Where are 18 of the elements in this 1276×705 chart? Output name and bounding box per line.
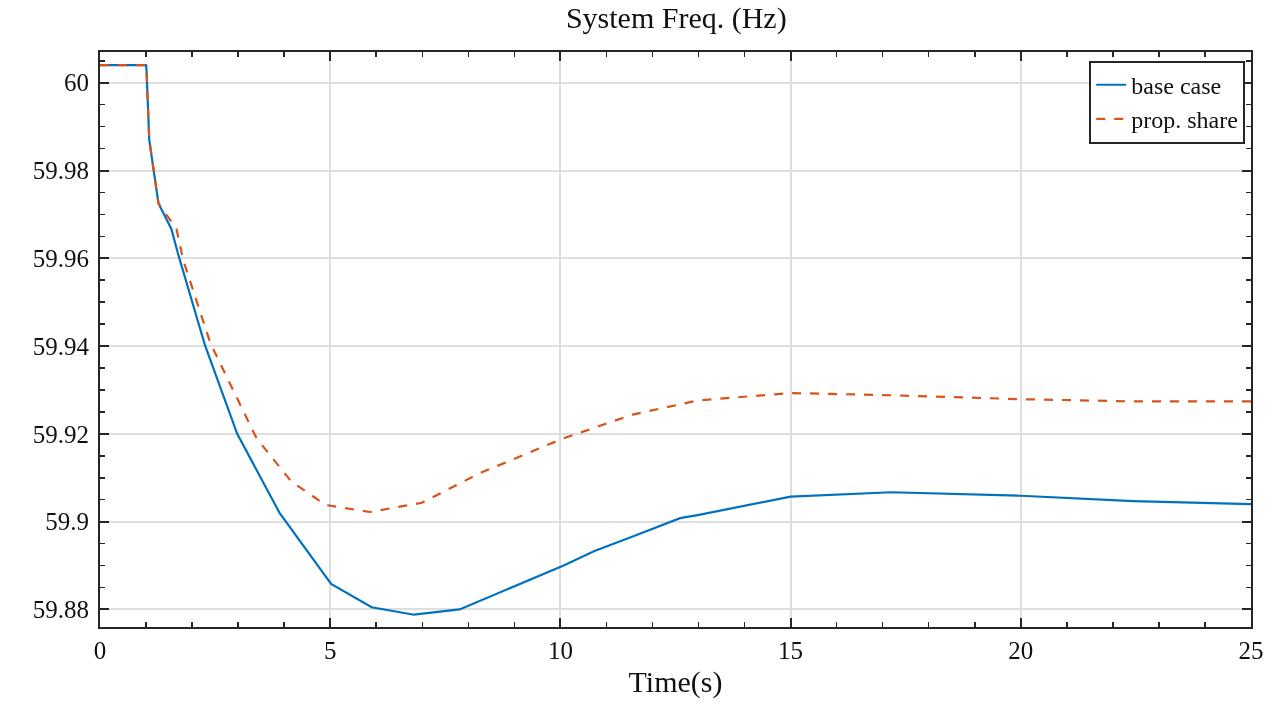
x-tick-label: 25 [1238,637,1264,664]
x-axis-title: Time(s) [628,665,723,699]
y-tick-label: 59.88 [32,596,89,624]
x-tick-label: 10 [547,637,573,664]
y-tick-label: 59.94 [32,332,90,360]
legend-label: prop. share [1131,107,1238,134]
y-tick-label: 60 [64,69,89,97]
y-tick-label: 59.92 [32,420,89,448]
x-tick-label: 20 [1008,637,1034,664]
legend-label: base case [1131,73,1222,100]
x-tick-label: 0 [93,637,107,664]
x-tick-label: 5 [323,637,337,664]
y-tick-label: 59.9 [45,508,89,536]
y-tick-label: 59.96 [32,245,89,273]
chart-title: System Freq. (Hz) [565,1,787,36]
x-tick-label: 15 [778,637,804,664]
y-tick-label: 59.98 [32,157,89,185]
line-series [100,64,1251,514]
